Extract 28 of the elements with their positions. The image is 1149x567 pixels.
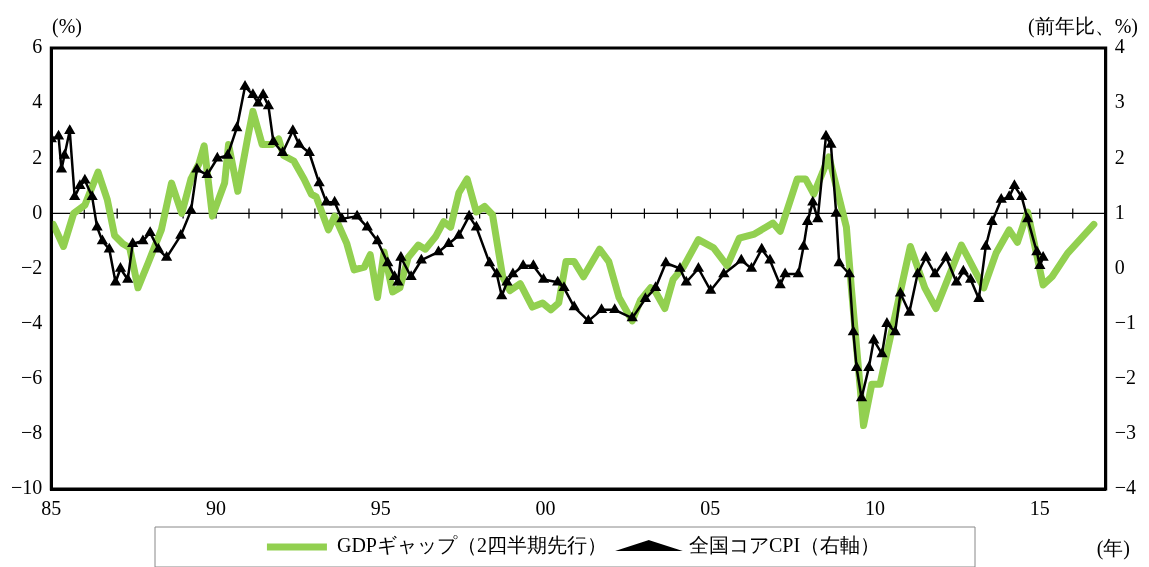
y-tick-label: 6 <box>32 35 43 58</box>
x-tick-label: 15 <box>1029 497 1050 520</box>
y2-tick-label: 3 <box>1114 90 1125 113</box>
y-tick-label: −4 <box>21 310 43 333</box>
y2-tick-label: 0 <box>1114 255 1125 278</box>
y2-tick-label: 2 <box>1114 145 1125 168</box>
x-tick-label: 90 <box>206 497 227 520</box>
y-tick-label: −10 <box>11 476 43 499</box>
y-tick-label: 0 <box>32 200 43 223</box>
y2-tick-label: −2 <box>1114 366 1136 388</box>
legend-label: GDPギャップ（2四半期先行） <box>336 534 607 557</box>
x-axis-title: (年) <box>1096 537 1130 561</box>
y-tick-label: 2 <box>32 145 43 168</box>
x-tick-label: 95 <box>370 497 391 520</box>
y-tick-label: −6 <box>21 366 43 388</box>
y-tick-label: −2 <box>21 255 43 278</box>
y2-tick-label: −1 <box>1114 310 1136 333</box>
x-tick-label: 85 <box>41 497 62 520</box>
y-tick-label: 4 <box>32 90 43 113</box>
x-tick-label: 10 <box>865 497 886 520</box>
y-axis-title: (%) <box>52 15 82 39</box>
legend-label: 全国コアCPI（右軸） <box>688 534 881 557</box>
x-tick-label: 05 <box>700 497 721 520</box>
y-tick-label: −8 <box>21 421 43 444</box>
y2-tick-label: −3 <box>1114 421 1136 444</box>
x-tick-label: 00 <box>535 497 556 520</box>
y2-tick-label: −4 <box>1114 476 1136 499</box>
y2-tick-label: 1 <box>1114 200 1125 223</box>
